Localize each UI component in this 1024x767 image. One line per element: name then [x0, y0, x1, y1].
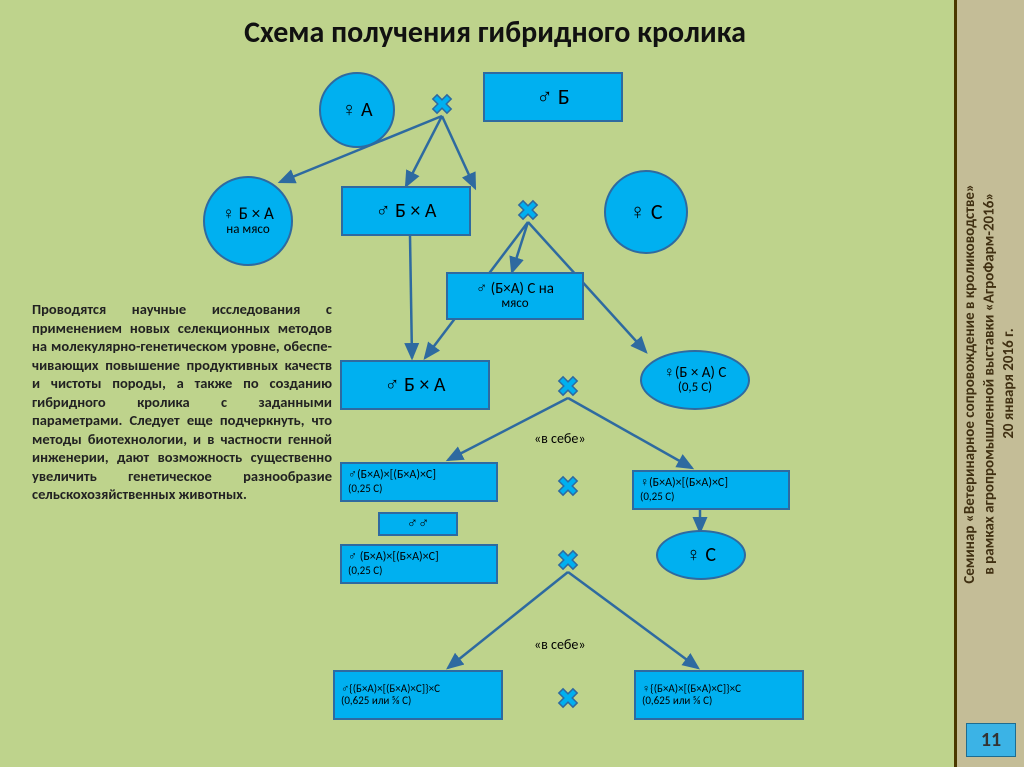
sidebar: Семинар «Ветеринарное сопровождение в кр… — [954, 0, 1024, 767]
diagram-stage: ♀ А ♂ Б ♀ Б × Ана мясо ♂ Б × А ♀ С ♂ (Б×А) С … — [0, 0, 954, 767]
node-m0625: ♂{(Б×А)×[(Б×А)×С]}×С(0,625 или ⅝ С) — [333, 670, 503, 720]
cross-icon-0 — [430, 92, 454, 116]
cross-icon-5 — [556, 686, 580, 710]
node-mm_box: ♂♂ — [378, 512, 458, 536]
cross-icon-1 — [516, 198, 540, 222]
caption-v-sebe-1: «в себе» — [534, 430, 586, 447]
node-mBA2: ♂ Б × А — [340, 360, 490, 410]
node-f0625: ♀{(Б×А)×[(Б×А)×С]}×С(0,625 или ⅝ С) — [634, 670, 804, 720]
node-bac_meat: ♂ (Б×А) С намясо — [446, 272, 584, 320]
node-m025_2: ♂ (Б×А)×[(Б×А)×С](0,25 С) — [340, 544, 498, 584]
node-fC2: ♀ С — [656, 530, 746, 580]
cross-icon-2 — [556, 374, 580, 398]
node-fA: ♀ А — [319, 72, 395, 148]
page-number: 11 — [966, 723, 1016, 757]
caption-v-sebe-2: «в себе» — [534, 636, 586, 653]
node-fBAC: ♀(Б × А) С(0,5 С) — [640, 350, 750, 410]
node-m025_1: ♂(Б×А)×[(Б×А)×С](0,25 С) — [340, 462, 498, 502]
cross-icon-3 — [556, 474, 580, 498]
node-fC: ♀ С — [604, 170, 688, 254]
cross-icon-4 — [556, 548, 580, 572]
node-mB: ♂ Б — [483, 72, 623, 122]
node-mBA: ♂ Б × А — [341, 186, 471, 236]
node-fBA: ♀ Б × Ана мясо — [203, 176, 293, 266]
sidebar-text: Семинар «Ветеринарное сопровождение в кр… — [961, 184, 1020, 584]
node-f025: ♀(Б×А)×[(Б×А)×С](0,25 С) — [632, 470, 790, 510]
